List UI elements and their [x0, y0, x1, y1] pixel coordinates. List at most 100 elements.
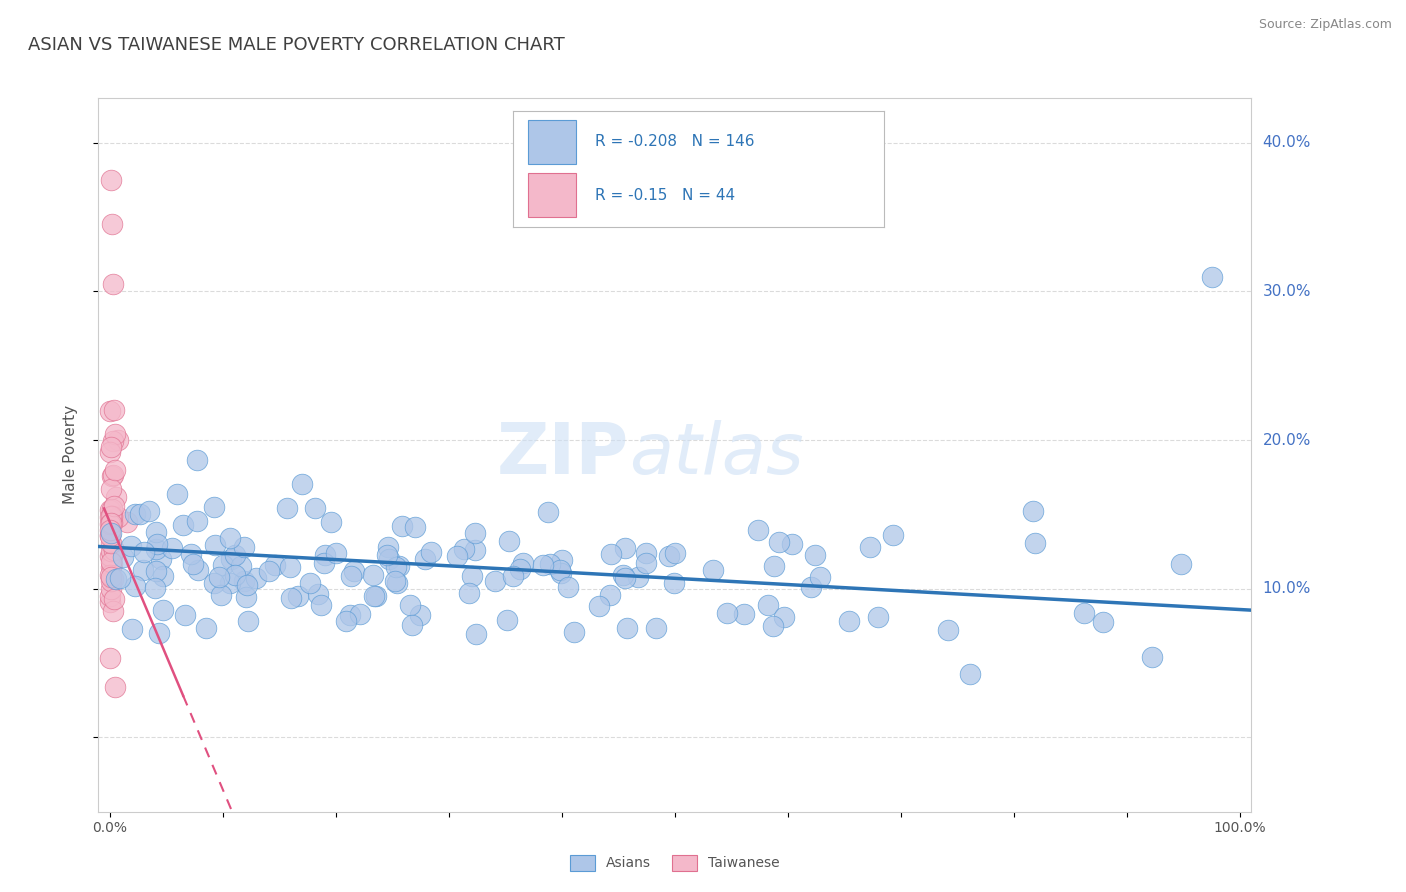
- Point: [1201, 269, 1223, 284]
- Point: [103, 403, 125, 417]
- Point: [314, 556, 336, 570]
- Point: [236, 578, 259, 592]
- Point: [502, 568, 524, 582]
- Point: [100, 570, 122, 584]
- Legend: Asians, Taiwanese: Asians, Taiwanese: [564, 849, 786, 876]
- Point: [401, 618, 423, 632]
- Point: [186, 514, 208, 528]
- Point: [98, 528, 121, 542]
- Point: [460, 569, 482, 583]
- Point: [464, 525, 486, 540]
- Point: [186, 453, 208, 467]
- FancyBboxPatch shape: [529, 120, 576, 164]
- Point: [780, 537, 803, 551]
- Point: [143, 582, 166, 596]
- Point: [446, 549, 468, 563]
- Point: [512, 557, 534, 571]
- Point: [1142, 650, 1164, 665]
- Point: [319, 515, 342, 529]
- Point: [859, 540, 882, 554]
- Point: [464, 627, 486, 641]
- Point: [808, 570, 831, 584]
- Text: 30.0%: 30.0%: [1263, 284, 1310, 299]
- Point: [108, 571, 131, 585]
- Point: [224, 568, 246, 582]
- Point: [236, 615, 259, 629]
- Point: [104, 680, 127, 694]
- Point: [98, 549, 121, 563]
- Point: [762, 619, 785, 633]
- Point: [103, 543, 125, 558]
- Point: [551, 553, 574, 567]
- Text: R = -0.208   N = 146: R = -0.208 N = 146: [595, 135, 755, 150]
- Point: [104, 426, 127, 441]
- Point: [124, 579, 146, 593]
- Point: [548, 563, 571, 577]
- Point: [103, 591, 125, 606]
- Point: [340, 569, 363, 583]
- Point: [733, 607, 755, 622]
- Point: [107, 434, 129, 448]
- Point: [187, 563, 209, 577]
- Point: [959, 666, 981, 681]
- Point: [496, 613, 519, 627]
- Point: [419, 545, 441, 559]
- Text: atlas: atlas: [628, 420, 803, 490]
- Point: [100, 582, 122, 596]
- Point: [768, 535, 790, 549]
- Point: [224, 548, 246, 562]
- Point: [1092, 615, 1115, 629]
- Point: [662, 575, 685, 590]
- Point: [100, 544, 122, 558]
- Point: [180, 548, 202, 562]
- Point: [100, 516, 122, 531]
- Point: [112, 550, 135, 565]
- Point: [152, 602, 174, 616]
- Point: [387, 576, 409, 591]
- Point: [645, 622, 668, 636]
- Point: [100, 535, 122, 549]
- Point: [100, 574, 122, 588]
- Point: [339, 608, 361, 623]
- Point: [278, 560, 301, 574]
- Point: [194, 621, 217, 635]
- Point: [100, 558, 122, 572]
- Point: [550, 566, 572, 581]
- Point: [391, 518, 413, 533]
- Point: [166, 487, 188, 501]
- Text: R = -0.15   N = 44: R = -0.15 N = 44: [595, 187, 735, 202]
- Point: [404, 520, 426, 534]
- Point: [105, 490, 128, 504]
- Text: 40.0%: 40.0%: [1263, 136, 1310, 150]
- FancyBboxPatch shape: [529, 173, 576, 218]
- Point: [204, 538, 226, 552]
- Point: [464, 543, 486, 558]
- Point: [208, 570, 231, 584]
- Point: [173, 518, 195, 533]
- Point: [415, 551, 437, 566]
- Point: [773, 610, 796, 624]
- Point: [838, 614, 860, 628]
- Point: [98, 404, 121, 418]
- Point: [98, 509, 121, 524]
- Point: [363, 589, 385, 603]
- Point: [276, 501, 298, 516]
- Point: [100, 440, 122, 454]
- Point: [183, 558, 205, 572]
- Point: [377, 540, 399, 554]
- Point: [458, 586, 481, 600]
- Point: [229, 559, 252, 574]
- Point: [148, 625, 170, 640]
- Point: [107, 510, 129, 524]
- Point: [658, 549, 681, 563]
- Point: [202, 576, 225, 591]
- Point: [103, 512, 125, 526]
- Point: [804, 548, 827, 562]
- Point: [100, 482, 122, 496]
- Point: [314, 548, 336, 562]
- Point: [564, 625, 586, 640]
- Point: [98, 517, 121, 532]
- Point: [101, 549, 124, 563]
- Point: [232, 540, 254, 554]
- Point: [399, 599, 422, 613]
